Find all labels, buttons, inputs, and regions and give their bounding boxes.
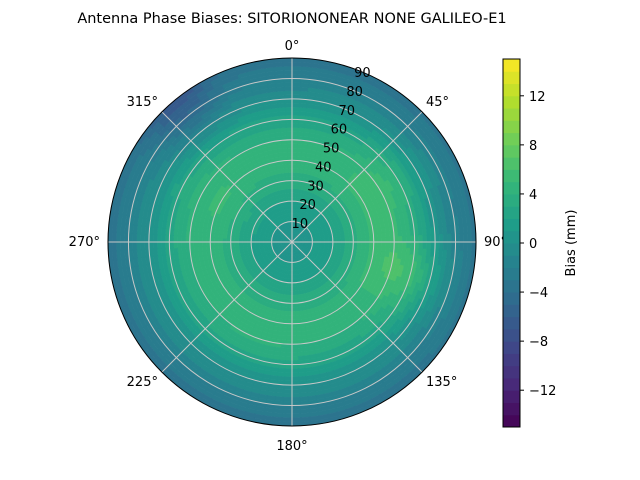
polar-plot: 1020304050607080900°45°90°135°180°225°27… (69, 39, 507, 454)
bias-field (107, 57, 477, 427)
chart-title: Antenna Phase Biases: SITORIONONEAR NONE… (77, 11, 506, 27)
